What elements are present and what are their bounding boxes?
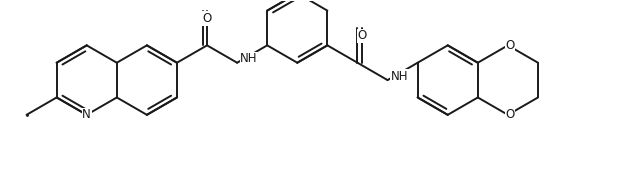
Text: NH: NH	[391, 70, 408, 83]
Text: O: O	[203, 12, 212, 25]
Text: O: O	[358, 29, 367, 42]
Text: NH: NH	[240, 52, 258, 65]
Text: N: N	[82, 108, 91, 121]
Text: O: O	[505, 108, 515, 121]
Text: O: O	[505, 39, 515, 52]
